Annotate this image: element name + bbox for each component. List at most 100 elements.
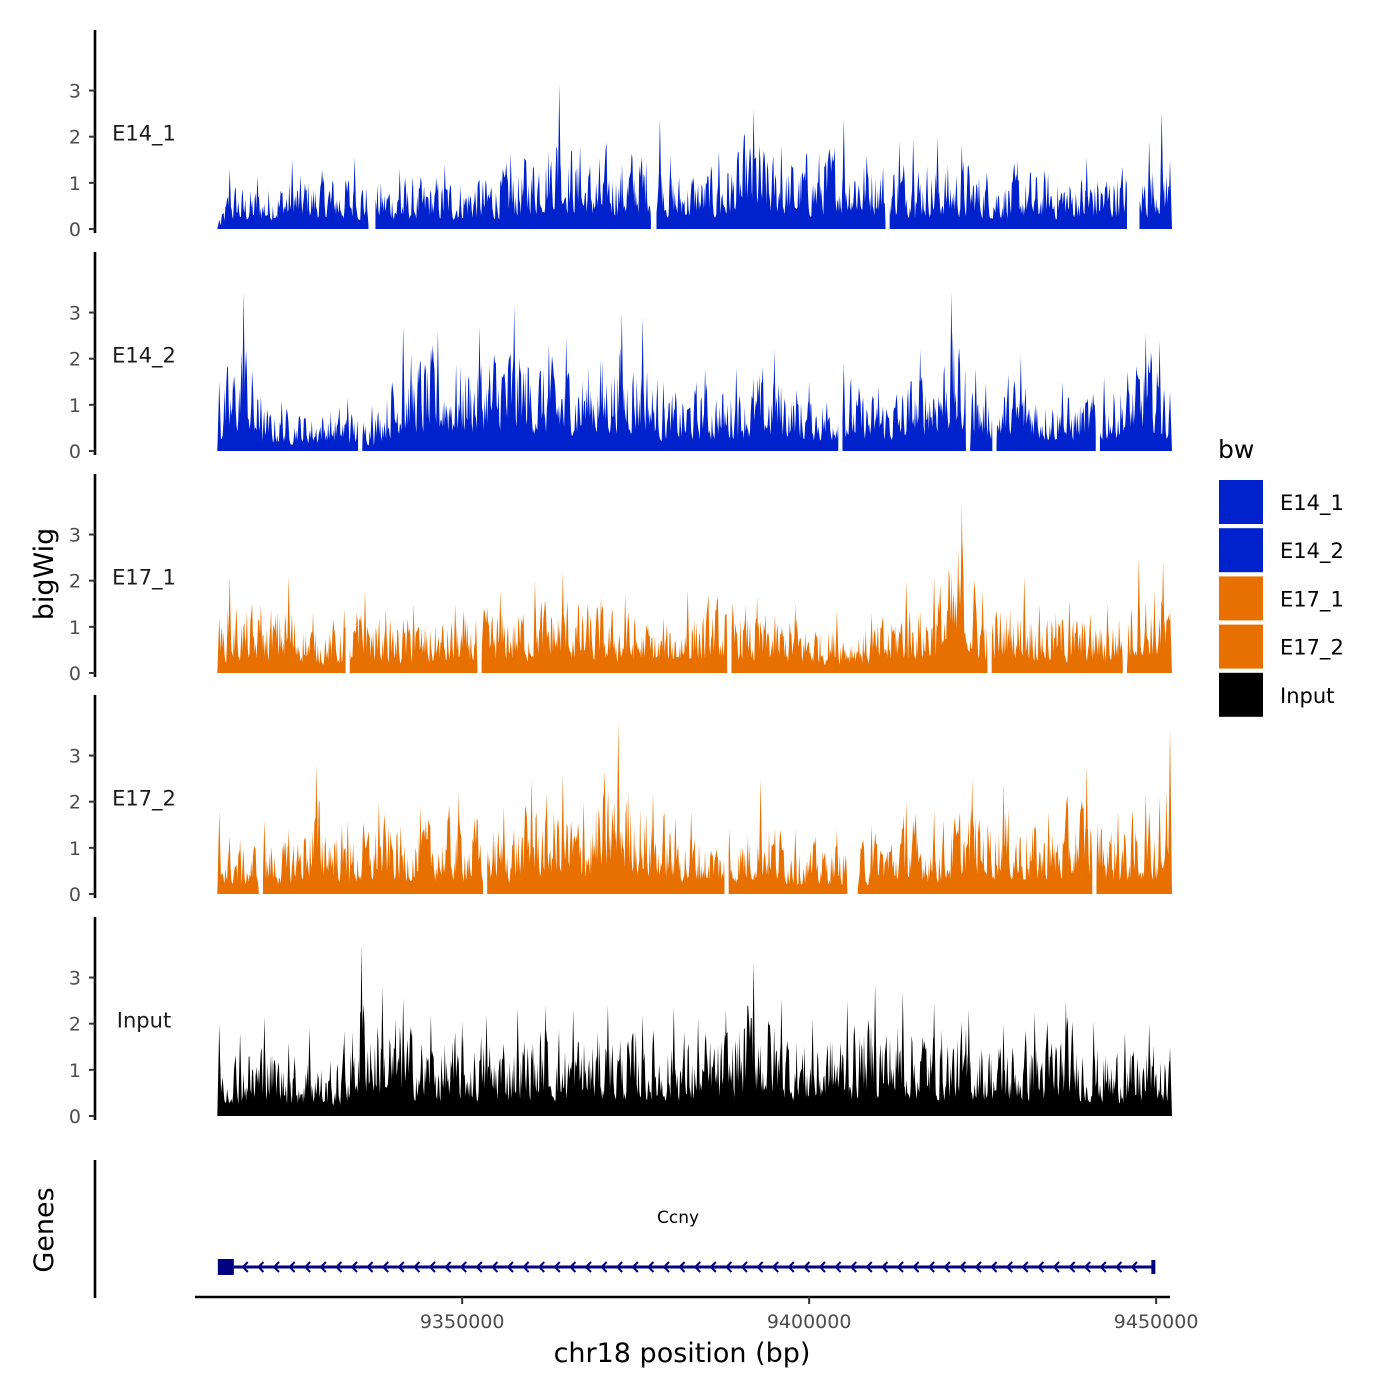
coverage-peak [1001, 783, 1006, 894]
y-tick-label: 0 [69, 1106, 81, 1128]
coverage-peak [217, 219, 222, 229]
coverage-peak [904, 801, 909, 894]
coverage-area [219, 763, 1171, 894]
strand-arrow [522, 1261, 530, 1273]
coverage-peak [227, 576, 232, 673]
coverage-peak [841, 363, 846, 451]
legend-item-e17-2: E17_2 [1219, 624, 1344, 669]
strand-arrow [303, 1261, 311, 1273]
strand-arrow [1068, 1261, 1076, 1273]
coverage-gap [482, 695, 488, 895]
coverage-peak [810, 1019, 815, 1116]
track-label: E17_1 [112, 566, 176, 591]
coverage-peak [258, 603, 263, 673]
coverage-peak [227, 169, 232, 229]
coverage-peak [1168, 608, 1172, 673]
genes-track-label: Genes [29, 1187, 60, 1272]
y-tick-label: 3 [69, 525, 81, 547]
strand-arrow [381, 1261, 389, 1273]
coverage-peak [869, 824, 874, 894]
coverage-peak [286, 1042, 291, 1116]
coverage-peak [841, 118, 846, 229]
track-label: E17_2 [112, 787, 176, 812]
legend-swatch [1219, 528, 1263, 573]
coverage-peak [959, 143, 964, 229]
coverage-peak [533, 580, 537, 673]
coverage-peak [529, 778, 534, 894]
track-label: E14_1 [112, 122, 176, 147]
coverage-peak [932, 810, 937, 894]
strand-arrow [834, 1261, 842, 1273]
coverage-peak [1084, 764, 1089, 894]
coverage-area [219, 331, 1171, 451]
coverage-peak [605, 1005, 610, 1116]
panel-e14-1: 0 1 2 3 E14_1 [69, 30, 1172, 241]
track-label: Input [117, 1009, 171, 1033]
coverage-peak [380, 986, 385, 1116]
coverage-peak [793, 603, 798, 673]
strand-arrow [740, 1261, 748, 1273]
coverage-peak [557, 83, 562, 229]
coverage-peak [352, 157, 357, 229]
coverage-peak [1015, 159, 1020, 229]
coverage-peak [560, 571, 565, 673]
coverage-peak [935, 136, 940, 229]
strand-arrow [413, 1261, 421, 1273]
coverage-peak [217, 617, 222, 673]
coverage-peak [1001, 1023, 1006, 1116]
gene-model: Ccny [217, 1208, 1156, 1275]
y-tick-label: 2 [69, 127, 81, 149]
coverage-peak [640, 317, 645, 451]
strand-arrow [397, 1261, 405, 1273]
coverage-peak [932, 1002, 937, 1116]
legend-label: E17_2 [1280, 636, 1344, 661]
coverage-peak [1147, 1023, 1152, 1116]
y-tick-label: 2 [69, 792, 81, 814]
y-tick-label: 3 [69, 746, 81, 768]
coverage-peak [640, 1014, 645, 1116]
legend-item-e14-1: E14_1 [1219, 480, 1344, 524]
coverage-peak [401, 326, 406, 451]
coverage-area [219, 1004, 1171, 1116]
coverage-peak [411, 603, 416, 673]
strand-arrow [615, 1261, 623, 1273]
y-tick-label: 1 [69, 838, 81, 860]
coverage-peak [1032, 1012, 1037, 1116]
strand-arrow [428, 1261, 436, 1273]
coverage-peak [904, 580, 909, 673]
y-tick-label: 1 [69, 1060, 81, 1082]
coverage-peak [668, 155, 673, 229]
coverage-peak [262, 820, 267, 894]
coverage-area [219, 133, 1171, 229]
coverage-peak [1046, 810, 1051, 894]
coverage-peak [1168, 1046, 1172, 1116]
x-tick-label: 9450000 [1114, 1311, 1199, 1333]
coverage-peak [651, 792, 655, 894]
panel-e17-2: 0 1 2 3 E17_2 [69, 695, 1172, 906]
coverage-peak [571, 1009, 576, 1116]
strand-arrow [491, 1261, 499, 1273]
coverage-peak [217, 810, 222, 894]
legend-label: Input [1280, 684, 1334, 708]
coverage-peak [314, 764, 319, 894]
y-tick-label: 0 [69, 441, 81, 463]
coverage-peak [1022, 576, 1027, 673]
strand-arrow [506, 1261, 514, 1273]
coverage-peak [949, 291, 954, 451]
strand-arrow [818, 1261, 826, 1273]
y-tick-label: 1 [69, 173, 81, 195]
strand-arrow [959, 1261, 967, 1273]
coverage-peak [383, 608, 388, 673]
strand-arrow [1005, 1261, 1013, 1273]
coverage-peak [661, 381, 666, 451]
gene-exon [217, 1259, 234, 1275]
coverage-peak [703, 367, 708, 451]
coverage-gap [1092, 695, 1097, 895]
coverage-peak [217, 1023, 222, 1116]
strand-arrow [678, 1261, 686, 1273]
coverage-peak [328, 1060, 333, 1116]
coverage-gap [650, 30, 657, 230]
coverage-peak [1091, 1021, 1096, 1116]
coverage-peak [508, 152, 513, 229]
